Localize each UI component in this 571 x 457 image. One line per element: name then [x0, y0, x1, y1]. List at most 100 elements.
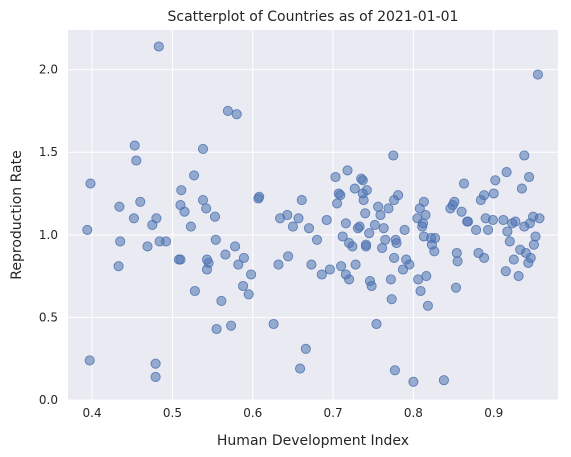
data-point	[246, 269, 257, 280]
data-point	[488, 188, 499, 199]
data-point	[115, 236, 126, 247]
data-point	[510, 216, 521, 227]
data-point	[283, 251, 294, 262]
data-point	[508, 254, 519, 265]
data-point	[321, 214, 332, 226]
data-point	[129, 140, 140, 151]
data-point	[415, 285, 426, 297]
data-point	[344, 274, 355, 285]
x-tick-label: 0.7	[324, 406, 343, 420]
data-point	[179, 206, 190, 217]
data-point	[238, 280, 249, 292]
data-point	[282, 209, 293, 221]
data-point	[131, 155, 142, 166]
data-point	[342, 165, 353, 176]
data-point	[360, 208, 371, 219]
data-point	[354, 221, 365, 232]
data-point	[113, 261, 124, 272]
data-point	[85, 178, 96, 189]
data-point	[451, 247, 462, 259]
data-point	[210, 234, 221, 245]
data-point	[373, 201, 384, 212]
data-point	[471, 224, 482, 235]
data-point	[324, 264, 335, 275]
data-point	[238, 252, 249, 263]
chart-title: Scatterplot of Countries as of 2021-01-0…	[168, 9, 459, 25]
data-point	[189, 170, 200, 181]
data-point	[385, 274, 396, 285]
y-tick-label: 0.0	[39, 393, 58, 407]
data-point	[160, 236, 172, 247]
data-point	[479, 252, 490, 263]
data-point	[316, 269, 327, 280]
data-point	[300, 343, 311, 354]
data-point	[197, 143, 209, 154]
x-tick-labels: 0.4 0.5 0.6 0.7 0.8 0.9	[83, 406, 504, 420]
data-point	[287, 221, 298, 232]
data-point	[84, 355, 95, 366]
data-point	[151, 213, 162, 224]
data-point	[449, 196, 460, 207]
data-point	[422, 300, 433, 311]
data-point	[438, 375, 449, 386]
data-point	[175, 254, 186, 265]
data-point	[350, 259, 361, 270]
x-tick-label: 0.9	[484, 406, 503, 420]
data-point	[201, 203, 212, 214]
data-point	[456, 206, 467, 217]
data-point	[391, 238, 402, 249]
data-point	[128, 213, 139, 224]
data-point	[524, 171, 535, 183]
data-point	[82, 224, 93, 235]
y-tick-labels: 0.0 0.5 1.0 1.5 2.0	[39, 63, 58, 407]
x-tick-label: 0.8	[404, 406, 423, 420]
data-point	[243, 289, 254, 300]
data-point	[336, 261, 347, 272]
x-tick-label: 0.5	[163, 406, 182, 420]
data-point	[231, 109, 242, 120]
data-point	[233, 259, 244, 270]
data-point	[349, 183, 360, 194]
data-point	[335, 190, 346, 201]
data-point	[502, 226, 513, 237]
data-point	[534, 213, 545, 224]
data-point	[479, 190, 490, 201]
data-point	[114, 201, 125, 212]
data-point	[254, 191, 265, 202]
data-point	[337, 231, 348, 242]
data-point	[273, 259, 284, 270]
x-tick-label: 0.6	[243, 406, 262, 420]
data-point	[357, 175, 368, 186]
data-point	[369, 219, 380, 230]
data-point	[311, 234, 323, 245]
data-point	[203, 257, 214, 268]
data-point	[383, 203, 394, 214]
data-point	[330, 171, 341, 183]
x-axis-label: Human Development Index	[217, 433, 409, 449]
data-point	[399, 224, 410, 235]
data-point	[150, 358, 161, 369]
data-point	[189, 285, 200, 297]
data-point	[450, 282, 462, 293]
data-point	[176, 185, 187, 196]
data-point	[142, 241, 153, 252]
data-point	[135, 196, 146, 207]
data-point	[364, 228, 375, 239]
data-point	[389, 365, 400, 376]
y-tick-label: 1.0	[39, 228, 58, 242]
data-point	[150, 371, 161, 382]
data-point	[211, 323, 222, 335]
data-point	[530, 231, 541, 242]
data-point	[458, 178, 470, 189]
y-axis-label: Reproduction Rate	[9, 150, 25, 279]
y-tick-label: 0.5	[39, 310, 58, 324]
data-point	[371, 318, 382, 330]
data-point	[220, 249, 231, 260]
data-point	[421, 271, 432, 282]
plot-area	[68, 30, 558, 400]
data-point	[375, 209, 386, 221]
data-point	[216, 295, 227, 306]
data-point	[226, 320, 237, 331]
data-point	[378, 223, 389, 234]
